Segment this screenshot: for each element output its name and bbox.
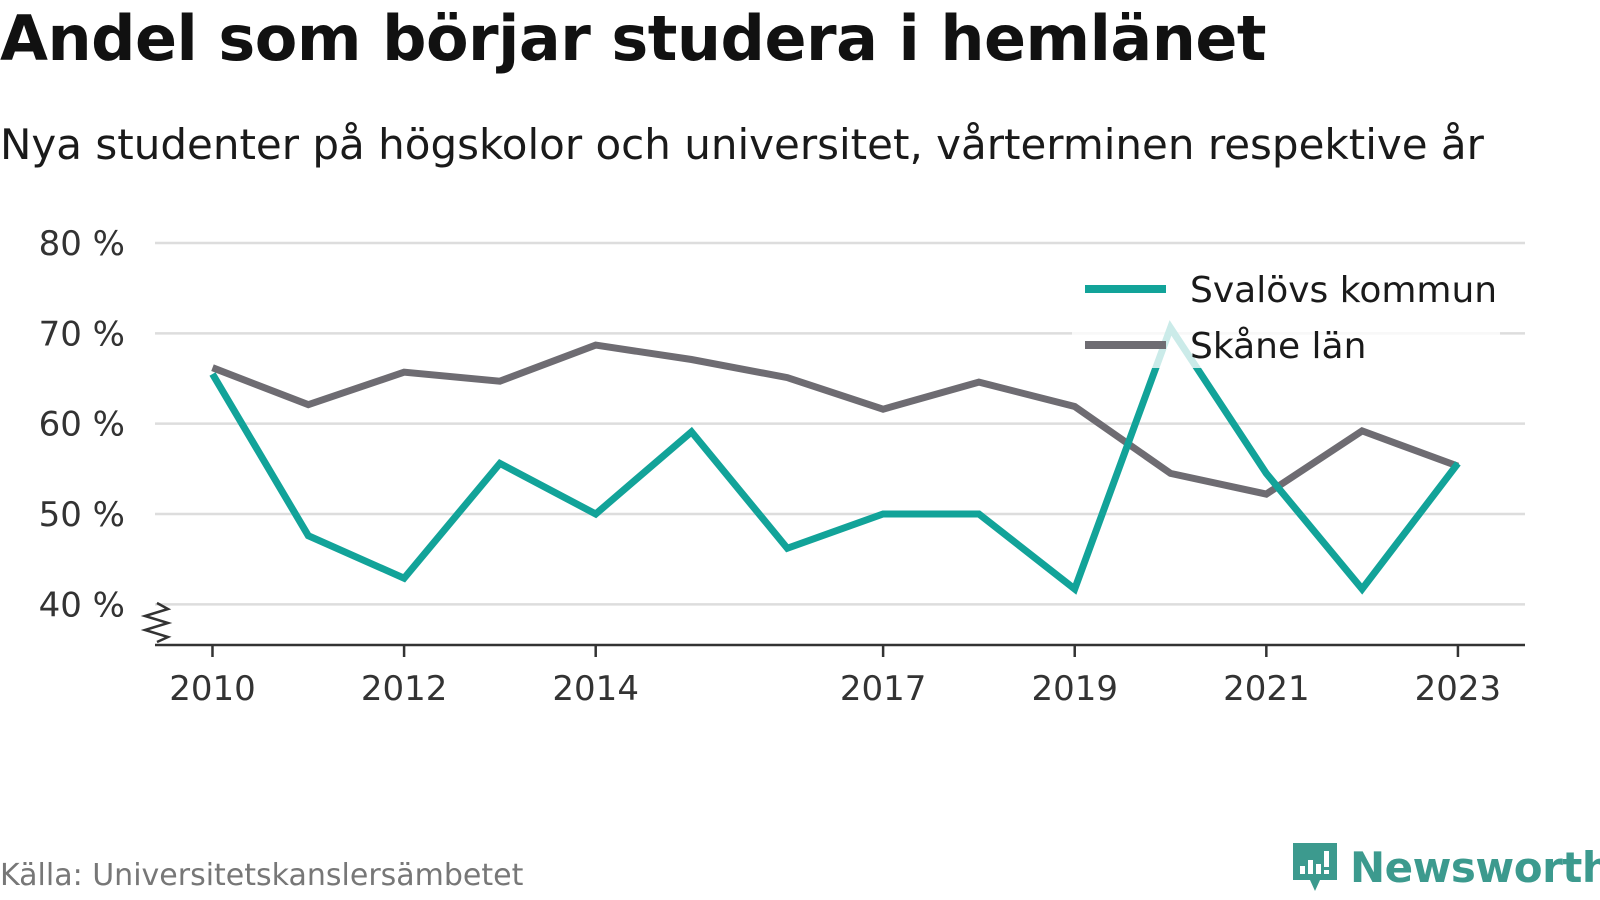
y-tick-label: 80 % [39,224,125,264]
x-tick-label: 2012 [361,669,448,709]
y-axis-labels: 80 % 70 % 60 % 50 % 40 % [39,224,125,625]
series-line-svalov [209,320,1461,595]
x-axis [140,601,1525,647]
x-tick-label: 2019 [1031,669,1118,709]
y-tick-label: 60 % [39,405,125,445]
newsworthy-logo-icon [1293,843,1337,891]
x-tick-label: 2021 [1223,669,1310,709]
series-line-skane [211,341,1460,498]
legend: Svalövs kommun Skåne län [1072,258,1500,368]
series-lines [209,320,1461,595]
x-tick-label: 2014 [552,669,639,709]
x-tick-label: 2010 [169,669,256,709]
chart-subtitle: Nya studenter på högskolor och universit… [0,120,1484,169]
x-axis-labels: 2010 2012 2014 2017 2019 2021 2023 [169,645,1501,709]
legend-label: Svalövs kommun [1190,270,1497,311]
brand-logo: Newsworthy [1290,840,1600,894]
brand-name: Newsworthy [1350,842,1600,892]
axis-break-icon [140,601,173,644]
source-note: Källa: Universitetskanslersämbetet [0,858,524,893]
x-tick-label: 2017 [840,669,927,709]
legend-background [1072,258,1500,368]
chart-title: Andel som börjar studera i hemlänet [0,2,1267,75]
y-tick-label: 40 % [39,585,125,625]
y-tick-label: 50 % [39,495,125,535]
y-tick-label: 70 % [39,314,125,354]
x-tick-label: 2023 [1415,669,1502,709]
legend-label: Skåne län [1190,326,1366,367]
